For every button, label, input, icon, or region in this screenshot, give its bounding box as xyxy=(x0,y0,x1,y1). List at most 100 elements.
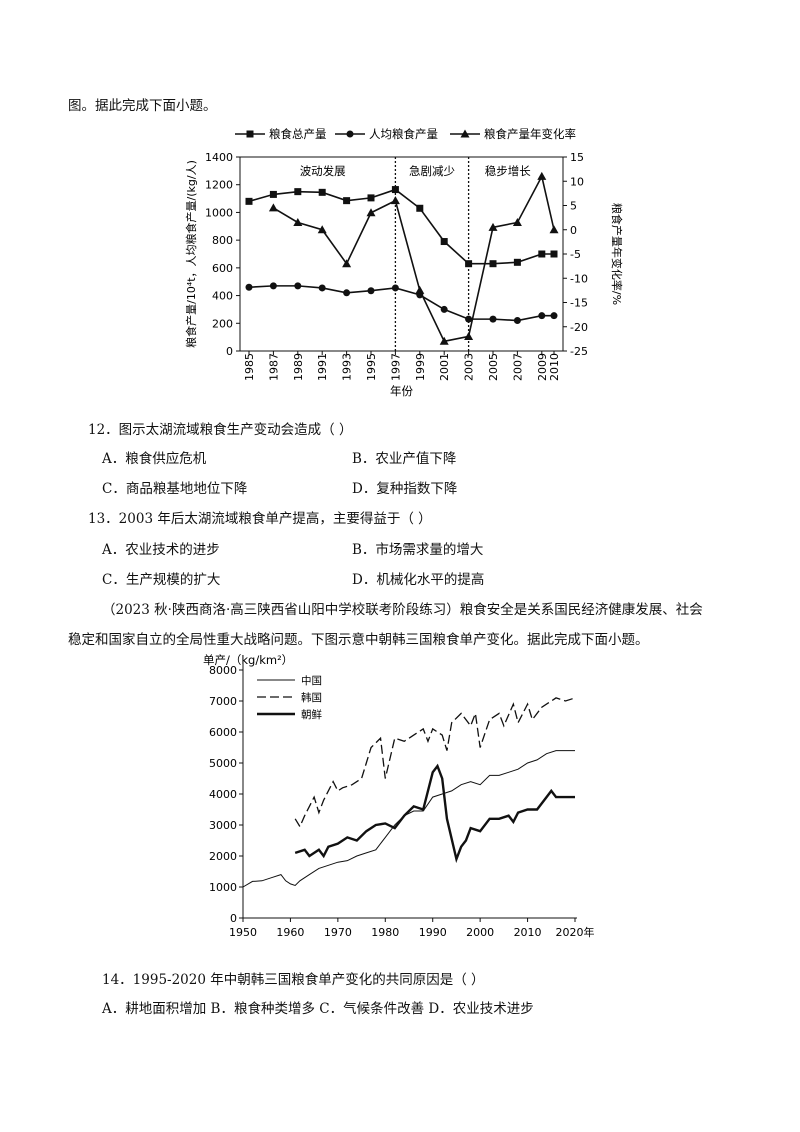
legend-label: 人均粮食产量 xyxy=(369,127,438,141)
y-tick-label: 3000 xyxy=(209,819,237,832)
series-2-point xyxy=(318,284,326,292)
y-tick-label: 8000 xyxy=(209,664,237,677)
y-tick-label: 2000 xyxy=(209,850,237,863)
q12-stem: 12．图示太湖流域粮食生产变动会造成（ ） xyxy=(88,422,353,438)
x-tick-label: 2010 xyxy=(514,926,542,939)
taihu-grain-chart: 粮食总产量 人均粮食产量 粮食产量年变化率 14001200100080060040… xyxy=(184,127,624,398)
series-2-point xyxy=(391,284,399,292)
series-2-point xyxy=(269,282,277,290)
phase-label: 稳步增长 xyxy=(485,164,531,178)
x-axis-label: 年份 xyxy=(390,384,413,398)
series-3-point xyxy=(268,203,278,212)
y-tick-label: 5000 xyxy=(209,757,237,770)
right-axis-label: 粮食产量年变化率/% xyxy=(610,203,624,305)
x-tick-label: 2003 xyxy=(463,353,476,381)
q13-option-a[interactable]: A．农业技术的进步 xyxy=(102,542,220,558)
y-tick-label: 6000 xyxy=(209,726,237,739)
series-1-point xyxy=(367,194,375,202)
legend-marker-circle xyxy=(346,130,354,138)
left-tick-label: 400 xyxy=(212,290,233,303)
q14-stem: 14．1995-2020 年中朝韩三国粮食单产变化的共同原因是（ ） xyxy=(102,972,485,988)
series-3-point xyxy=(342,259,352,268)
right-tick-label: 15 xyxy=(570,151,584,164)
intro-line: 图。据此完成下面小题。 xyxy=(68,98,217,114)
legend-label: 粮食产量年变化率 xyxy=(484,127,576,141)
legend-label: 粮食总产量 xyxy=(269,127,327,141)
left-tick-label: 800 xyxy=(212,234,233,247)
q13-option-d[interactable]: D．机械化水平的提高 xyxy=(352,572,485,588)
series-2-point xyxy=(489,315,497,323)
x-tick-label: 2007 xyxy=(511,353,524,381)
q14-options[interactable]: A．耕地面积增加 B．粮食种类增多 C．气候条件改善 D．农业技术进步 xyxy=(102,1001,534,1017)
legend-label: 中国 xyxy=(301,674,322,687)
series-line-1 xyxy=(248,188,554,265)
series-2-point xyxy=(465,315,473,323)
series-3-point xyxy=(415,285,425,294)
series-2-point xyxy=(294,282,302,290)
y-tick-label: 4000 xyxy=(209,788,237,801)
series-1-point xyxy=(294,188,302,196)
q12-option-b[interactable]: B．农业产值下降 xyxy=(352,451,457,467)
series-1-point xyxy=(550,250,558,258)
series-2-point xyxy=(245,283,253,291)
series-1-point xyxy=(489,260,497,268)
x-tick-label: 2000 xyxy=(466,926,494,939)
x-tick-label: 1991 xyxy=(316,353,329,381)
series-2-point xyxy=(440,305,448,313)
series-1-point xyxy=(465,260,473,268)
series-3-point xyxy=(537,171,547,180)
x-tick-label: 1970 xyxy=(324,926,352,939)
x-tick-label: 1990 xyxy=(419,926,447,939)
chart1-legend: 粮食总产量 人均粮食产量 粮食产量年变化率 xyxy=(235,127,576,141)
chart1-axes: 1400 1200 1000 800 600 400 200 0 15 10 5 0 -5 -10 -15 -… xyxy=(205,151,588,381)
x-tick-label: 1980 xyxy=(371,926,399,939)
right-tick-label: -15 xyxy=(570,297,588,310)
series-2-point xyxy=(367,287,375,295)
q12-option-a[interactable]: A．粮食供应危机 xyxy=(102,451,207,467)
series-2-point xyxy=(538,312,546,320)
series-3-point xyxy=(317,225,327,234)
chart1-series xyxy=(245,171,559,345)
series-line-3 xyxy=(294,763,575,864)
q12-option-c[interactable]: C．商品粮基地地位下降 xyxy=(102,481,248,497)
legend-label: 韩国 xyxy=(301,691,322,704)
right-tick-label: -20 xyxy=(570,321,588,334)
phase-label: 急剧减少 xyxy=(409,164,455,178)
series-3-point xyxy=(366,208,376,217)
q13-option-c[interactable]: C．生产规模的扩大 xyxy=(102,572,221,588)
left-tick-label: 600 xyxy=(212,262,233,275)
series-3-point xyxy=(488,222,498,231)
left-axis-label: 粮食产量/10⁴t，人均粮食产量/(kg/人) xyxy=(184,160,198,348)
series-1-point xyxy=(538,250,546,258)
series-1-point xyxy=(245,197,253,205)
series-1-point xyxy=(416,204,424,212)
chart2-series xyxy=(242,697,576,888)
series-line-3 xyxy=(272,174,555,343)
x-tick-label: 2009 xyxy=(536,353,549,381)
x-tick-label: 2005 xyxy=(487,353,500,381)
series-3-point xyxy=(464,331,474,340)
legend-label: 朝鲜 xyxy=(301,708,322,721)
passage-line-2: 稳定和国家自立的全局性重大战略问题。下图示意中朝韩三国粮食单产变化。据此完成下面… xyxy=(68,632,649,648)
series-3-point xyxy=(549,225,559,234)
q12-option-d[interactable]: D．复种指数下降 xyxy=(352,481,458,497)
series-2-point xyxy=(513,317,521,325)
x-tick-label: 1960 xyxy=(276,926,304,939)
x-tick-label: 1987 xyxy=(267,353,280,381)
series-1-point xyxy=(391,186,399,194)
series-2-point xyxy=(550,312,558,320)
x-tick-label: 1950 xyxy=(229,926,257,939)
phase-label: 波动发展 xyxy=(300,164,346,178)
series-3-point xyxy=(439,336,449,345)
series-3-point xyxy=(390,196,400,205)
series-line-2 xyxy=(294,697,576,828)
series-1-point xyxy=(440,238,448,246)
series-3-point xyxy=(512,217,522,226)
q13-option-b[interactable]: B．市场需求量的增大 xyxy=(352,542,484,558)
x-tick-label: 2010 xyxy=(548,353,561,381)
series-1-point xyxy=(513,258,521,266)
q13-stem: 13．2003 年后太湖流域粮食单产提高，主要得益于（ ） xyxy=(88,511,432,527)
